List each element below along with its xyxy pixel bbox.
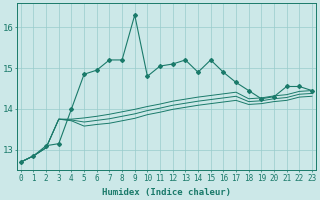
X-axis label: Humidex (Indice chaleur): Humidex (Indice chaleur) bbox=[102, 188, 231, 197]
